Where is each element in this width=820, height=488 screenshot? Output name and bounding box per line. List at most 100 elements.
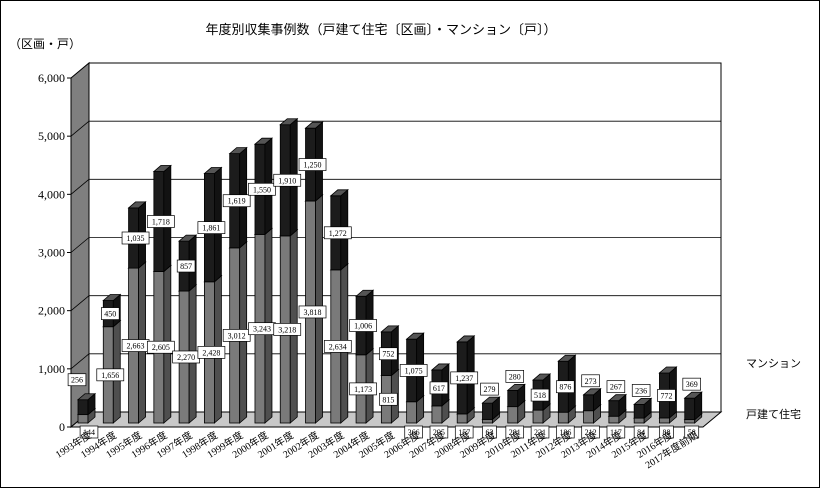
value-label-house: 221: [534, 428, 546, 437]
value-label-house: 3,818: [304, 308, 322, 317]
value-label-mansion-box: [429, 381, 449, 395]
bars: 256 144 1,656 450 2,663 1,035 2,605 1,718 2,270 8…: [67, 117, 703, 439]
value-label-mansion-box: [379, 347, 398, 361]
bar-mansion-front: [684, 397, 696, 421]
value-label-house-box: [505, 425, 525, 439]
value-label-mansion-box: [197, 221, 226, 234]
value-label-house: 2,663: [127, 342, 145, 351]
value-label-house: 1,173: [354, 385, 372, 394]
value-label-house: 1,656: [101, 371, 119, 380]
bar-house-front: [608, 415, 620, 424]
value-label-house: 2,605: [152, 343, 170, 352]
bar-group: 366 1,075: [399, 332, 428, 439]
bar-group: 3,818 1,250: [298, 121, 327, 424]
bar-mansion-top: [203, 167, 223, 174]
bar-mansion-top: [380, 325, 400, 333]
bar-house-front: [557, 411, 569, 424]
bar-group: 58 369: [682, 377, 703, 439]
value-label-mansion-box: [101, 307, 120, 320]
bar-group: 295 617: [429, 363, 451, 439]
value-label-house-box: [606, 425, 626, 439]
value-label-house: 2,634: [329, 342, 347, 351]
value-label-house: 2,428: [202, 348, 220, 357]
value-label-mansion: 273: [585, 377, 597, 386]
value-label-mansion: 1,718: [152, 218, 170, 227]
bar-house-front: [456, 413, 468, 424]
value-label-house: 186: [559, 428, 571, 437]
gridline-side: [70, 353, 90, 370]
bar-group: 3,218 1,910: [273, 117, 302, 424]
bar-mansion-top: [506, 383, 526, 391]
bar-mansion-top: [152, 165, 172, 172]
bar-group: 1,656 450: [96, 293, 125, 424]
value-label-mansion-box: [273, 173, 302, 187]
value-label-mansion: 1,250: [304, 161, 322, 170]
bar-group: 221 518: [530, 373, 552, 439]
value-label-mansion-box: [581, 374, 600, 388]
value-label-mansion: 752: [382, 350, 394, 359]
value-label-mansion-box: [176, 259, 196, 273]
bar-group: 2,663 1,035: [121, 201, 150, 424]
bar-mansion-top: [228, 147, 248, 155]
value-label-mansion: 1,619: [228, 197, 246, 206]
bar-mansion-top: [658, 366, 678, 374]
y-tick-label: 0: [59, 420, 65, 434]
bar-house-front: [482, 418, 493, 424]
bar-house-front: [406, 401, 418, 424]
value-label-mansion: 1,272: [329, 229, 347, 238]
value-label-mansion: 369: [686, 380, 698, 389]
bar-group: 2,605 1,718: [146, 164, 175, 424]
value-label-house-box: [633, 425, 649, 439]
value-label-house: 3,012: [228, 331, 246, 340]
value-label-house-box: [454, 425, 474, 439]
value-label-house-box: [581, 425, 600, 439]
bar-group: 1,173 1,006: [349, 289, 377, 424]
bar-mansion-front: [77, 399, 89, 416]
value-label-house: 84: [637, 428, 645, 437]
bar-mansion-top: [354, 289, 375, 297]
value-label-mansion: 280: [509, 372, 521, 381]
value-label-mansion: 617: [433, 384, 445, 393]
bar-group: 84 236: [631, 384, 653, 439]
value-label-house: 2,270: [177, 353, 195, 362]
value-label-house: 3,218: [278, 325, 296, 334]
value-label-house: 88: [662, 428, 670, 437]
bar-house-front: [633, 417, 645, 424]
value-label-mansion: 1,910: [278, 176, 296, 185]
bar-house-front: [507, 406, 519, 424]
value-label-house: 295: [433, 428, 445, 437]
y-tick-label: 5,000: [38, 129, 65, 143]
y-tick-label: 4,000: [38, 187, 65, 201]
value-label-mansion-box: [682, 377, 701, 391]
bar-mansion-top: [127, 201, 147, 209]
value-label-mansion: 450: [104, 310, 116, 319]
bar-house-front: [431, 405, 443, 424]
bar-group: 815 752: [379, 324, 400, 424]
value-label-house-box: [222, 329, 251, 342]
bar-mansion-top: [76, 393, 97, 401]
bar-mansion-front: [507, 389, 519, 408]
value-label-mansion: 876: [559, 383, 571, 392]
value-label-house: 63: [485, 428, 493, 437]
value-label-mansion-box: [657, 389, 676, 402]
value-label-mansion-box: [530, 388, 550, 402]
bar-mansion-top: [481, 396, 501, 404]
value-label-mansion-box: [606, 380, 626, 394]
bar-mansion-top: [102, 294, 122, 301]
value-label-mansion-box: [399, 364, 428, 377]
y-tick-label: 1,000: [38, 362, 65, 376]
value-label-house-box: [96, 368, 125, 382]
value-label-house-box: [379, 392, 398, 406]
gridline-side: [70, 237, 90, 253]
value-label-house-box: [197, 346, 226, 359]
bar-group: 157 1,237: [450, 335, 479, 439]
value-label-mansion-box: [505, 370, 525, 383]
value-label-house: 144: [83, 428, 95, 437]
bar-group: 88 772: [657, 366, 678, 439]
value-label-house-box: [323, 340, 352, 353]
value-label-house: 157: [458, 428, 470, 437]
value-label-house-box: [298, 305, 327, 319]
value-label-mansion: 1,237: [455, 374, 473, 383]
